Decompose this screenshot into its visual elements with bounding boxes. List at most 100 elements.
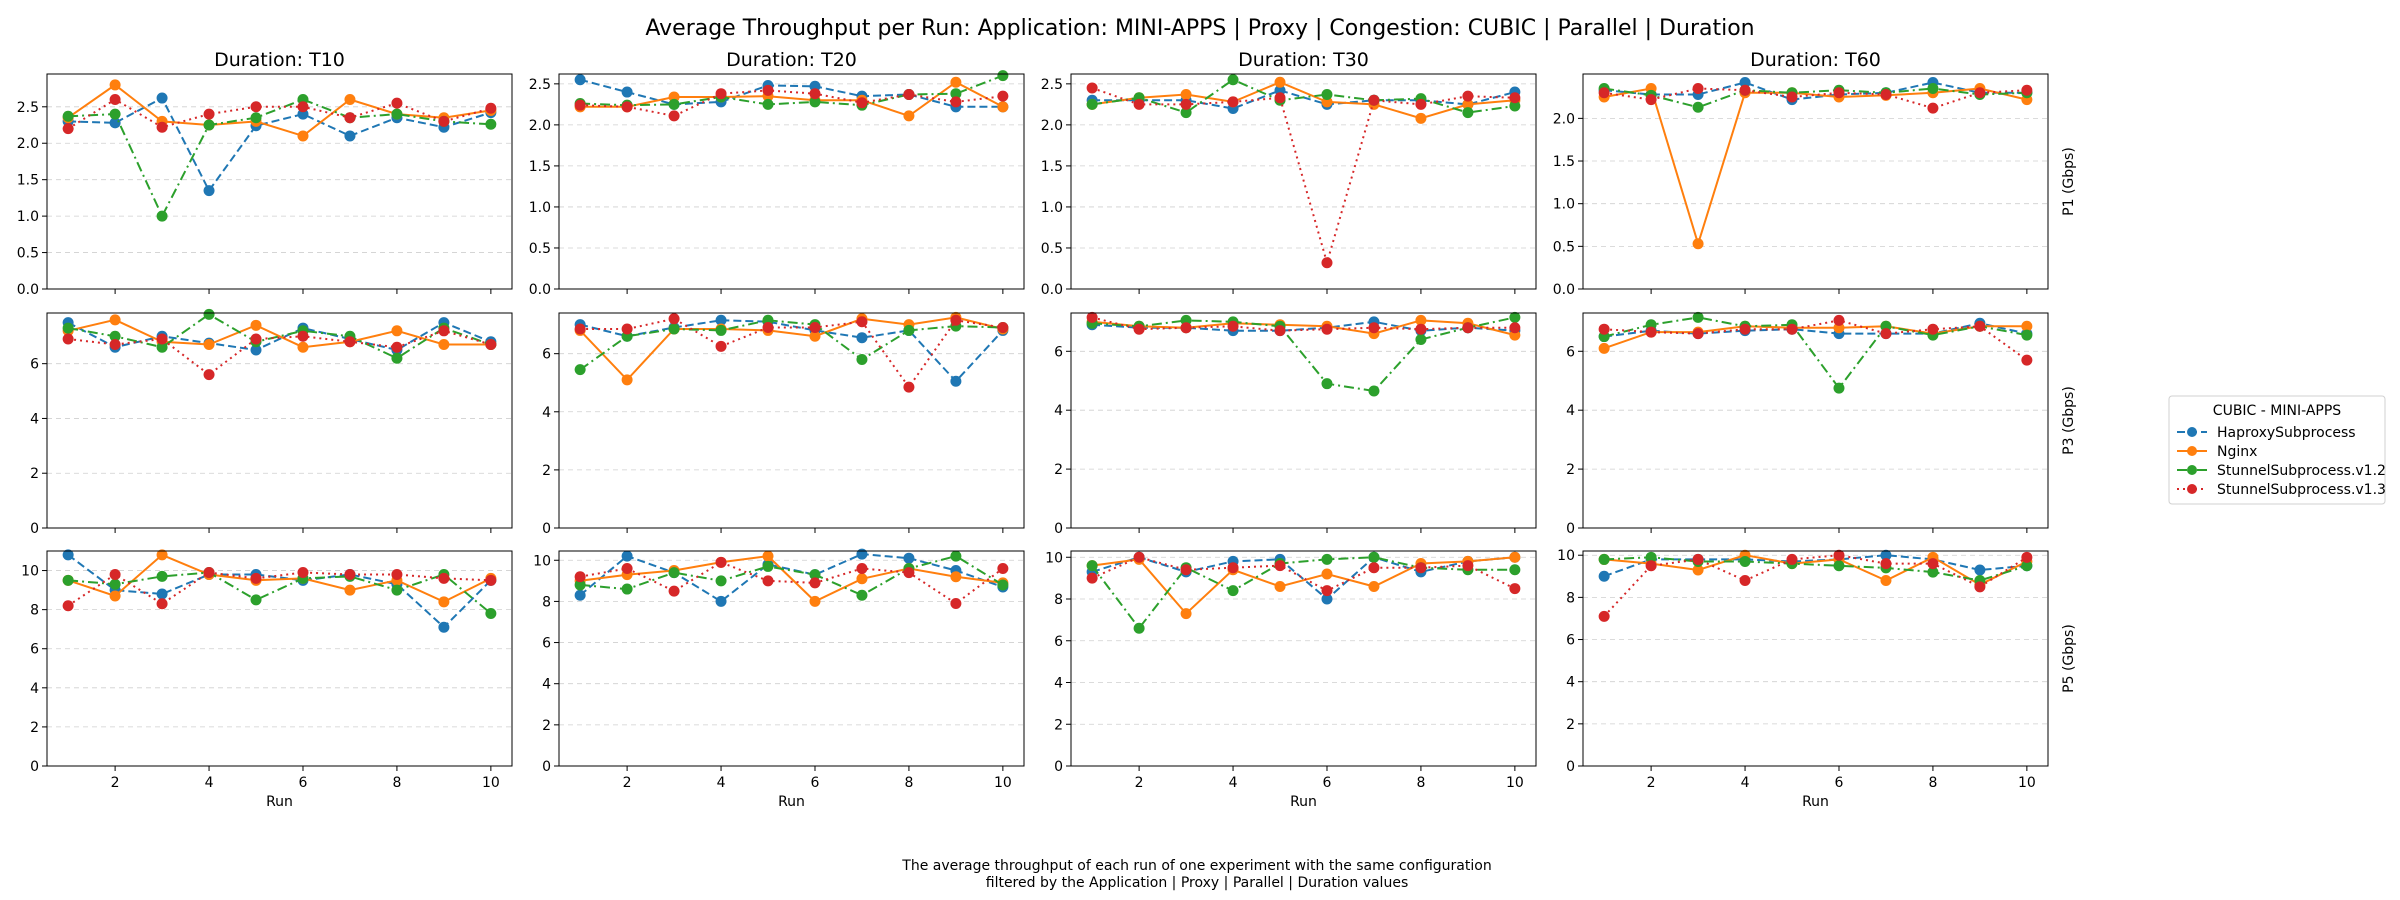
data-point xyxy=(950,550,962,562)
data-point xyxy=(1368,551,1380,563)
axes-frame xyxy=(46,312,513,529)
axes-frame xyxy=(1070,312,1537,529)
data-point xyxy=(1415,562,1427,574)
data-point xyxy=(391,584,403,596)
series-line xyxy=(67,318,491,349)
series-line xyxy=(1092,319,1516,337)
data-point xyxy=(1086,572,1098,584)
data-point xyxy=(438,325,450,337)
data-point xyxy=(203,338,215,350)
data-point xyxy=(1739,556,1751,568)
axes-frame xyxy=(558,73,1025,290)
data-point xyxy=(109,314,121,326)
axes-frame xyxy=(46,550,513,767)
data-point xyxy=(2021,354,2033,366)
data-point xyxy=(1227,74,1239,86)
data-point xyxy=(1833,549,1845,561)
data-point xyxy=(1462,90,1474,102)
data-point xyxy=(1509,551,1521,563)
series-line xyxy=(1604,319,2028,361)
axes-frame xyxy=(1070,550,1537,767)
x-tick-label: 10 xyxy=(482,775,500,791)
data-point xyxy=(1833,560,1845,572)
data-point xyxy=(903,89,915,101)
data-point xyxy=(1227,562,1239,574)
y-tick-label: 1.5 xyxy=(1553,154,1575,170)
y-tick-label: 4 xyxy=(1054,403,1063,419)
y-tick-label: 10 xyxy=(21,564,39,580)
data-point xyxy=(2021,329,2033,341)
panel-r2-c1: 0 2 4 6 8 10 2 4 6 8 10 Run xyxy=(533,548,1025,810)
y-tick-label: 6 xyxy=(1566,633,1575,649)
panel-grid: 0.00.51.01.52.02.50.00.51.01.52.02.50.00… xyxy=(17,70,2049,810)
data-point xyxy=(1645,94,1657,106)
data-point xyxy=(1833,87,1845,99)
data-point xyxy=(156,570,168,582)
data-point xyxy=(950,96,962,108)
data-point xyxy=(1133,323,1145,335)
data-point xyxy=(485,102,497,114)
data-point xyxy=(715,575,727,587)
data-point xyxy=(809,595,821,607)
data-point xyxy=(1368,580,1380,592)
y-tick-label: 0 xyxy=(542,759,551,775)
y-tick-label: 0.0 xyxy=(17,282,39,298)
data-point xyxy=(856,332,868,344)
data-point xyxy=(903,110,915,122)
series-line xyxy=(67,83,492,138)
y-tick-label: 0.5 xyxy=(1553,239,1575,255)
data-point xyxy=(1180,564,1192,576)
legend-label: StunnelSubprocess.v1.2 xyxy=(2217,463,2386,479)
data-point xyxy=(950,88,962,100)
data-point xyxy=(485,608,497,620)
data-point xyxy=(1274,76,1286,88)
data-point xyxy=(62,600,74,612)
series-line xyxy=(1603,554,2028,617)
data-point xyxy=(809,322,821,334)
data-point xyxy=(438,621,450,633)
series-line xyxy=(1603,87,2028,248)
series-line xyxy=(67,571,491,607)
data-point xyxy=(668,98,680,110)
y-tick-label: 6 xyxy=(30,642,39,658)
data-point xyxy=(1927,102,1939,114)
caption-line-1: The average throughput of each run of on… xyxy=(901,858,1491,874)
data-point xyxy=(1415,98,1427,110)
data-point xyxy=(1086,98,1098,110)
data-point xyxy=(997,322,1009,334)
y-tick-label: 0 xyxy=(30,759,39,775)
data-point xyxy=(485,574,497,586)
data-point xyxy=(997,90,1009,102)
data-point xyxy=(1321,593,1333,605)
data-point xyxy=(1692,238,1704,250)
data-point xyxy=(668,567,680,579)
data-point xyxy=(1509,564,1521,576)
data-point xyxy=(762,575,774,587)
data-point xyxy=(1927,323,1939,335)
y-tick-label: 6 xyxy=(542,636,551,652)
data-point xyxy=(156,92,168,104)
data-point xyxy=(715,340,727,352)
data-point xyxy=(391,97,403,109)
data-point xyxy=(297,330,309,342)
data-point xyxy=(1133,622,1145,634)
series-line xyxy=(580,89,1004,117)
data-point xyxy=(1086,560,1098,572)
data-point xyxy=(1180,89,1192,101)
data-point xyxy=(1274,92,1286,104)
y-tick-label: 1.5 xyxy=(529,159,551,175)
x-tick-label: 10 xyxy=(2018,775,2036,791)
y-tick-label: 6 xyxy=(1054,344,1063,360)
data-point xyxy=(950,76,962,88)
y-tick-label: 0 xyxy=(1566,521,1575,537)
data-point xyxy=(1598,323,1610,335)
data-point xyxy=(903,324,915,336)
data-point xyxy=(1180,322,1192,334)
panel-r1-c1: 0 2 4 6 xyxy=(542,311,1025,537)
data-point xyxy=(62,574,74,586)
data-point xyxy=(1692,101,1704,113)
y-tick-label: 4 xyxy=(1566,675,1575,691)
data-point xyxy=(1509,92,1521,104)
x-tick-label: 8 xyxy=(1416,775,1425,791)
data-point xyxy=(1739,575,1751,587)
